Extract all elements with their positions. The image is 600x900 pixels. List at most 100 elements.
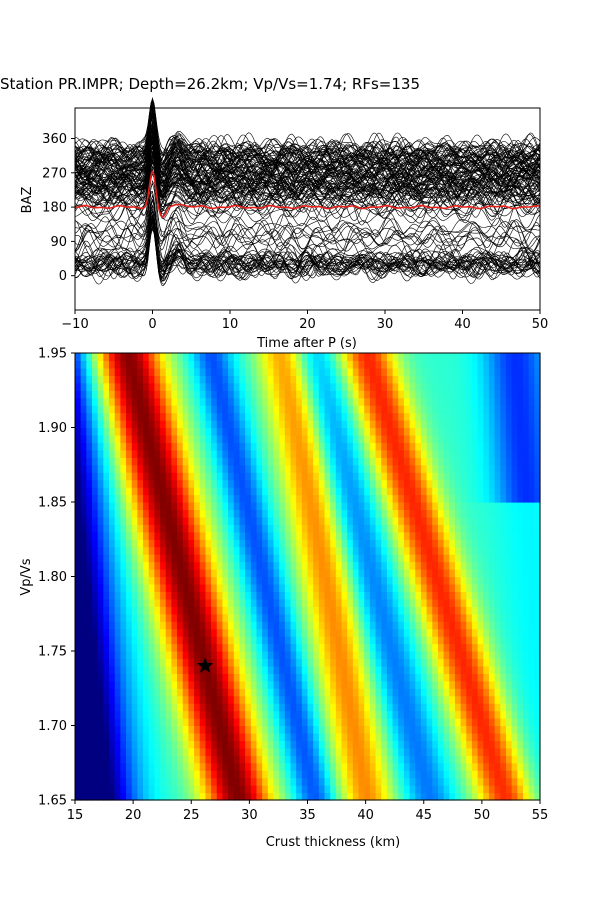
rf-trace bbox=[74, 223, 541, 270]
heatmap-cell bbox=[103, 740, 110, 749]
heatmap-cell bbox=[511, 539, 518, 548]
heatmap-cell bbox=[148, 420, 155, 429]
heatmap-cell bbox=[148, 524, 155, 533]
heatmap-cell bbox=[188, 360, 195, 369]
heatmap-cell bbox=[75, 539, 82, 548]
heatmap-cell bbox=[517, 367, 524, 376]
heatmap-cell bbox=[114, 576, 121, 585]
heatmap-cell bbox=[324, 524, 331, 533]
heatmap-cell bbox=[109, 673, 116, 682]
heatmap-cell bbox=[143, 412, 150, 421]
heatmap-cell bbox=[477, 502, 484, 511]
heatmap-cell bbox=[375, 740, 382, 749]
heatmap-cell bbox=[290, 457, 297, 466]
heatmap-cell bbox=[239, 539, 246, 548]
heatmap-cell bbox=[381, 695, 388, 704]
heatmap-cell bbox=[114, 695, 121, 704]
heatmap-cell bbox=[120, 472, 127, 481]
heatmap-cell bbox=[137, 762, 144, 771]
heatmap-cell bbox=[460, 449, 467, 458]
heatmap-cell bbox=[466, 516, 473, 525]
heatmap-cell bbox=[171, 613, 178, 622]
heatmap-cell bbox=[324, 405, 331, 414]
heatmap-cell bbox=[494, 673, 501, 682]
heatmap-cell bbox=[483, 598, 490, 607]
heatmap-cell bbox=[324, 464, 331, 473]
heatmap-cell bbox=[392, 747, 399, 756]
heatmap-cell bbox=[522, 621, 530, 630]
heatmap-cell bbox=[171, 569, 178, 578]
heatmap-cell bbox=[534, 718, 541, 727]
heatmap-cell bbox=[165, 375, 172, 384]
heatmap-cell bbox=[375, 628, 382, 637]
heatmap-cell bbox=[449, 740, 456, 749]
heatmap-cell bbox=[154, 367, 161, 376]
heatmap-cell bbox=[364, 688, 371, 697]
heatmap-cell bbox=[75, 375, 82, 384]
heatmap-cell bbox=[307, 449, 314, 458]
heatmap-cell bbox=[477, 531, 484, 540]
heatmap-cell bbox=[245, 524, 252, 533]
heatmap-cell bbox=[505, 688, 513, 697]
heatmap-cell bbox=[369, 680, 377, 689]
heatmap-cell bbox=[420, 561, 428, 570]
heatmap-cell bbox=[483, 613, 490, 622]
heatmap-cell bbox=[284, 561, 292, 570]
heatmap-cell bbox=[137, 472, 144, 481]
heatmap-cell bbox=[143, 673, 150, 682]
heatmap-cell bbox=[199, 680, 207, 689]
rf-trace bbox=[74, 128, 541, 188]
heatmap-cell bbox=[290, 651, 297, 660]
heatmap-cell bbox=[154, 680, 161, 689]
heatmap-cell bbox=[160, 375, 167, 384]
rf-y-axis-label: BAZ bbox=[20, 187, 35, 214]
heatmap-cell bbox=[301, 762, 309, 771]
heatmap-cell bbox=[284, 703, 292, 712]
heatmap-cell bbox=[233, 747, 241, 756]
heatmap-cell bbox=[114, 397, 121, 406]
heatmap-cell bbox=[114, 673, 121, 682]
heatmap-cell bbox=[171, 442, 178, 451]
heatmap-cell bbox=[426, 405, 433, 414]
heatmap-cell bbox=[352, 665, 360, 674]
heatmap-cell bbox=[494, 658, 501, 667]
heatmap-cell bbox=[165, 502, 172, 511]
heatmap-cell bbox=[137, 710, 144, 719]
heatmap-cell bbox=[426, 762, 433, 771]
heatmap-cell bbox=[443, 531, 450, 540]
heatmap-cell bbox=[137, 531, 144, 540]
heatmap-cell bbox=[250, 680, 258, 689]
heatmap-cell bbox=[398, 718, 405, 727]
heatmap-cell bbox=[222, 367, 229, 376]
heatmap-cell bbox=[228, 464, 235, 473]
heatmap-cell bbox=[177, 740, 184, 749]
heatmap-cell bbox=[245, 792, 252, 801]
heatmap-cell bbox=[154, 732, 161, 741]
heatmap-cell bbox=[471, 636, 479, 645]
heatmap-cell bbox=[409, 710, 416, 719]
heatmap-cell bbox=[114, 740, 121, 749]
heatmap-cell bbox=[177, 718, 184, 727]
heatmap-cell bbox=[347, 531, 354, 540]
heatmap-cell bbox=[92, 427, 99, 436]
heatmap-cell bbox=[454, 725, 462, 734]
heatmap-cell bbox=[148, 487, 155, 496]
heatmap-cell bbox=[375, 420, 382, 429]
heatmap-cell bbox=[454, 367, 462, 376]
heatmap-cell bbox=[460, 740, 467, 749]
heatmap-cell bbox=[488, 680, 496, 689]
heatmap-cell bbox=[250, 494, 258, 503]
heatmap-cell bbox=[262, 621, 269, 630]
heatmap-cell bbox=[126, 576, 133, 585]
heatmap-cell bbox=[233, 524, 241, 533]
heatmap-cell bbox=[307, 457, 314, 466]
heatmap-cell bbox=[262, 531, 269, 540]
heatmap-cell bbox=[233, 770, 241, 779]
heatmap-cell bbox=[199, 576, 207, 585]
heatmap-cell bbox=[443, 472, 450, 481]
heatmap-cell bbox=[188, 420, 195, 429]
heatmap-cell bbox=[466, 703, 473, 712]
heatmap-cell bbox=[154, 785, 161, 794]
heatmap-cell bbox=[273, 680, 280, 689]
heatmap-cell bbox=[375, 732, 382, 741]
